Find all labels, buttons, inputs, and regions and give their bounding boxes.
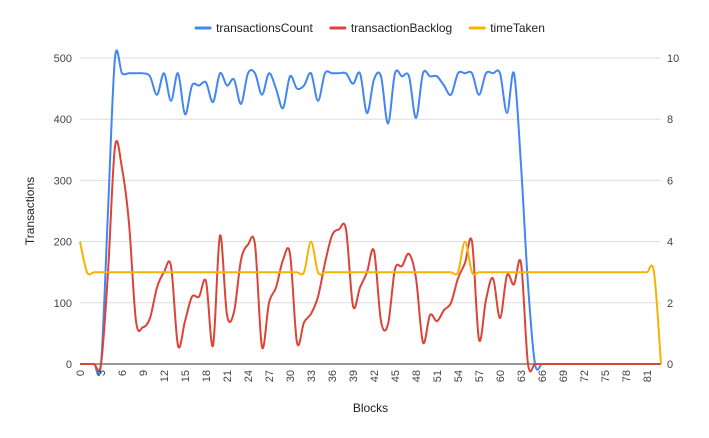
x-tick-label: 63	[516, 370, 528, 382]
series-line-transactionBacklog	[80, 139, 662, 373]
x-tick-label: 24	[243, 370, 255, 382]
x-tick-label: 78	[621, 370, 633, 382]
x-tick-label: 72	[579, 370, 591, 382]
x-tick-label: 45	[390, 370, 402, 382]
series-line-timeTaken	[79, 240, 662, 365]
x-axis-title: Blocks	[353, 401, 388, 415]
y-tick-label: 500	[54, 53, 72, 65]
legend: transactionsCount transactionBacklog timeT…	[194, 21, 545, 35]
x-tick-label: 36	[327, 370, 339, 382]
gridlines	[80, 57, 661, 365]
legend-label-timeTaken: timeTaken	[490, 21, 545, 35]
x-tick-label: 3	[96, 370, 108, 376]
y-tick-label: 400	[54, 114, 72, 126]
x-tick-label: 69	[558, 370, 570, 382]
y-tick-label: 200	[54, 237, 72, 249]
x-tick-label: 15	[180, 370, 192, 382]
y2-tick-label: 2	[667, 298, 673, 310]
series-lines	[79, 49, 662, 377]
x-tick-label: 39	[348, 370, 360, 382]
y2-tick-label: 0	[667, 359, 673, 371]
x-tick-label: 75	[600, 370, 612, 382]
y2-tick-label: 6	[667, 175, 673, 187]
x-tick-label: 27	[264, 370, 276, 382]
series-line-transactionsCount	[80, 49, 662, 377]
x-tick-label: 12	[159, 370, 171, 382]
x-tick-label: 9	[138, 370, 150, 376]
x-tick-label: 42	[369, 370, 381, 382]
x-tick-label: 60	[495, 370, 507, 382]
y-tick-label: 100	[54, 298, 72, 310]
y2-tick-label: 10	[667, 53, 679, 65]
x-tick-label: 57	[474, 370, 486, 382]
x-tick-label: 18	[201, 370, 213, 382]
x-tick-label: 51	[432, 370, 444, 382]
y-axis-title: Transactions	[23, 177, 37, 245]
legend-label-transactionsCount: transactionsCount	[216, 21, 313, 35]
x-tick-label: 21	[222, 370, 234, 382]
y-tick-label: 300	[54, 175, 72, 187]
x-tick-label: 81	[642, 370, 654, 382]
x-tick-label: 6	[117, 370, 129, 376]
y2-tick-label: 4	[667, 237, 673, 249]
x-tick-label: 30	[285, 370, 297, 382]
legend-label-transactionBacklog: transactionBacklog	[351, 21, 452, 35]
x-tick-label: 33	[306, 370, 318, 382]
x-tick-label: 54	[453, 370, 465, 382]
x-tick-label: 48	[411, 370, 423, 382]
x-tick-label: 66	[537, 370, 549, 382]
y2-tick-label: 8	[667, 114, 673, 126]
y-tick-label: 0	[66, 359, 72, 371]
x-tick-label: 0	[75, 370, 87, 376]
